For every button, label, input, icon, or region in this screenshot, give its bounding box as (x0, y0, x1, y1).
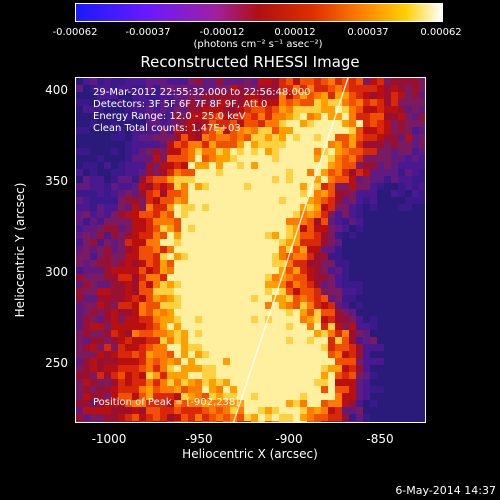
y-tick-label: 300 (45, 265, 68, 279)
detectors-text: Detectors: 3F 5F 6F 7F 8F 9F, Att 0 (93, 99, 268, 110)
limb-line (233, 78, 349, 422)
y-tick-label: 250 (45, 356, 68, 370)
time-range-text: 29-Mar-2012 22:55:32.000 to 22:56:48.000 (93, 87, 311, 98)
x-tick-label: -850 (366, 432, 394, 446)
colorbar-tick: -0.00012 (199, 27, 245, 38)
colorbar-unit-label: (photons cm⁻² s⁻¹ asec⁻²) (193, 39, 323, 50)
rhessi-image-plot (75, 77, 426, 423)
x-tick-label: -950 (185, 432, 213, 446)
image-title: Reconstructed RHESSI Image (140, 53, 360, 71)
colorbar-tick: 0.00037 (347, 27, 389, 38)
x-tick-label: -1000 (91, 432, 127, 446)
colorbar-tick: 0.00062 (420, 27, 462, 38)
y-tick-label: 400 (45, 83, 68, 97)
colorbar-tick: -0.00062 (52, 27, 98, 38)
x-axis-label: Heliocentric X (arcsec) (182, 447, 318, 461)
energy-range-text: Energy Range: 12.0 - 25.0 keV (93, 111, 246, 122)
footer-date: 6-May-2014 14:37 (395, 484, 496, 497)
y-axis-label: Heliocentric Y (arcsec) (13, 182, 27, 318)
heatmap-image (76, 78, 425, 422)
y-tick-label: 350 (45, 174, 68, 188)
peak-position-text: Position of Peak = [-902,238] (93, 397, 240, 408)
colorbar-tick: 0.00012 (274, 27, 316, 38)
colorbar-tick: -0.00037 (125, 27, 171, 38)
clean-counts-text: Clean Total counts: 1.47E+03 (93, 123, 241, 134)
colorbar (75, 3, 443, 22)
x-tick-label: -900 (275, 432, 303, 446)
